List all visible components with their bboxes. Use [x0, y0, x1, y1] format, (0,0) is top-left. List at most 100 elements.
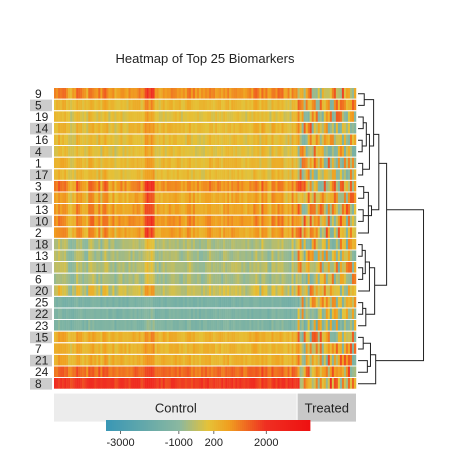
heatmap-cell	[122, 285, 125, 296]
heatmap-cell	[247, 308, 250, 320]
heatmap-cell	[134, 122, 137, 134]
heatmap-cell	[72, 378, 75, 389]
dendrogram-link	[358, 244, 363, 257]
heatmap-cell	[249, 250, 252, 262]
heatmap-cell	[146, 285, 149, 296]
heatmap-cell	[283, 331, 286, 343]
heatmap-cell	[138, 204, 141, 215]
heatmap-cell	[213, 122, 216, 134]
heatmap-cell	[273, 157, 276, 169]
heatmap-cell	[247, 238, 250, 250]
heatmap-cell	[62, 99, 65, 111]
heatmap-cell	[84, 343, 87, 354]
heatmap-cell	[243, 378, 246, 389]
heatmap-cell	[172, 180, 176, 192]
heatmap-cell	[261, 111, 264, 122]
heatmap-cell	[88, 343, 91, 354]
heatmap-cell	[180, 331, 184, 343]
heatmap-cell	[257, 122, 260, 134]
heatmap-cell	[253, 354, 256, 366]
heatmap-cell	[142, 308, 145, 320]
heatmap-cell	[301, 238, 304, 250]
heatmap-cell	[74, 285, 77, 296]
heatmap-cell	[192, 262, 196, 273]
heatmap-cell	[62, 366, 65, 378]
heatmap-cell	[251, 250, 254, 262]
heatmap-cell	[291, 169, 294, 180]
heatmap-cell	[192, 227, 196, 238]
heatmap-cell	[223, 227, 226, 238]
heatmap-cell	[136, 204, 139, 215]
heatmap-cell	[110, 262, 113, 273]
heatmap-cell	[337, 250, 341, 262]
heatmap-cell	[154, 146, 157, 157]
heatmap-cell	[213, 308, 216, 320]
heatmap-cell	[279, 250, 282, 262]
heatmap-cell	[110, 111, 113, 122]
heatmap-cell	[293, 204, 296, 215]
heatmap-cell	[267, 308, 270, 320]
heatmap-cell	[108, 354, 111, 366]
heatmap-cell	[146, 308, 149, 320]
heatmap-cell	[333, 227, 337, 238]
heatmap-cell	[194, 192, 198, 204]
heatmap-cell	[263, 204, 266, 215]
heatmap-cell	[321, 343, 325, 354]
heatmap-cell	[293, 366, 296, 378]
heatmap-cell	[92, 331, 95, 343]
heatmap-cell	[54, 250, 57, 262]
heatmap-cell	[122, 250, 125, 262]
heatmap-cell	[92, 88, 95, 99]
heatmap-cell	[255, 273, 258, 285]
heatmap-cell	[144, 157, 147, 169]
heatmap-cell	[233, 215, 236, 227]
heatmap-cell	[58, 366, 61, 378]
heatmap-cell	[118, 238, 121, 250]
heatmap-cell	[152, 354, 155, 366]
heatmap-cell	[158, 262, 161, 273]
heatmap-cell	[263, 215, 266, 227]
heatmap-cell	[160, 204, 163, 215]
heatmap-cell	[317, 88, 321, 99]
heatmap-cell	[233, 169, 236, 180]
heatmap-cell	[205, 192, 208, 204]
heatmap-cell	[152, 192, 155, 204]
heatmap-cell	[138, 88, 141, 99]
heatmap-cell	[152, 227, 155, 238]
dendrogram-link	[358, 261, 370, 292]
heatmap-cell	[319, 192, 323, 204]
heatmap-cell	[114, 262, 117, 273]
heatmap-cell	[329, 180, 333, 192]
heatmap-cell	[66, 250, 69, 262]
heatmap-cell	[293, 192, 296, 204]
heatmap-cell	[172, 88, 176, 99]
heatmap-cell	[98, 250, 101, 262]
heatmap-cell	[60, 354, 63, 366]
heatmap-cell	[351, 273, 355, 285]
heatmap-cell	[313, 111, 316, 122]
heatmap-cell	[96, 122, 99, 134]
heatmap-cell	[267, 331, 270, 343]
heatmap-cell	[257, 285, 260, 296]
heatmap-cell	[275, 157, 278, 169]
heatmap-cell	[285, 99, 288, 111]
heatmap-cell	[215, 296, 218, 308]
heatmap-cell	[263, 262, 266, 273]
heatmap-cell	[142, 192, 145, 204]
heatmap-cell	[186, 111, 190, 122]
heatmap-cell	[90, 285, 93, 296]
heatmap-cell	[301, 273, 304, 285]
heatmap-cell	[128, 146, 131, 157]
heatmap-cell	[319, 204, 323, 215]
heatmap-cell	[174, 122, 178, 134]
heatmap-cell	[136, 366, 139, 378]
legend-swatch	[106, 420, 109, 431]
heatmap-cell	[104, 378, 107, 389]
heatmap-cell	[170, 378, 174, 389]
heatmap-cell	[166, 366, 170, 378]
heatmap-cell	[257, 331, 260, 343]
heatmap-cell	[351, 308, 355, 320]
heatmap-cell	[265, 192, 268, 204]
heatmap-cell	[174, 343, 178, 354]
heatmap-cell	[136, 227, 139, 238]
